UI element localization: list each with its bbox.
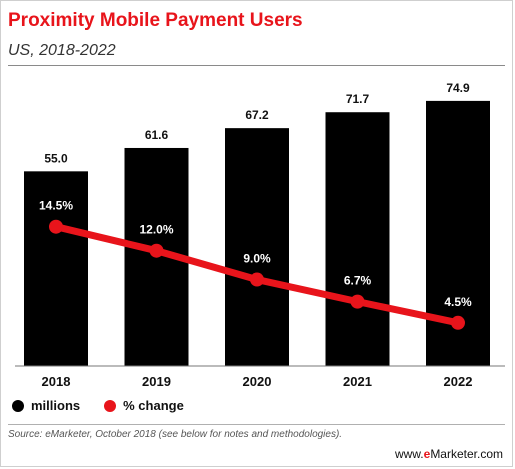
legend-swatch-millions	[12, 399, 24, 412]
brand-prefix: www.	[394, 447, 424, 461]
bar-2021	[325, 112, 390, 367]
percent-change-label-2022: 4.5%	[444, 295, 472, 309]
percent-change-point-2022	[451, 315, 465, 330]
percent-change-point-2019	[149, 243, 164, 258]
x-tick-label-2020: 2020	[243, 374, 272, 389]
brand-suffix: Marketer.com	[430, 447, 503, 461]
brand-mark: e	[423, 447, 431, 461]
legend: millions % change	[12, 398, 208, 413]
percent-change-label-2020: 9.0%	[243, 252, 271, 266]
bar-2020	[225, 128, 289, 366]
legend-label-percent-change: % change	[123, 398, 184, 413]
percent-change-point-2021	[350, 294, 365, 309]
legend-label-millions: millions	[31, 398, 81, 413]
bar-value-label-2021: 71.7	[346, 92, 370, 106]
chart-subtitle: US, 2018-2022	[8, 42, 116, 59]
bar-2018	[24, 171, 88, 366]
percent-change-label-2021: 6.7%	[344, 274, 372, 288]
legend-swatch-percent-change	[104, 399, 117, 412]
bar-value-label-2019: 61.6	[145, 128, 169, 142]
legend-item-percent-change: % change	[104, 398, 184, 413]
chart-title: Proximity Mobile Payment Users	[8, 10, 303, 31]
x-tick-label-2018: 2018	[42, 374, 71, 389]
percent-change-point-2018	[49, 219, 63, 234]
title-divider	[8, 65, 505, 66]
legend-item-millions: millions	[12, 398, 80, 413]
percent-change-label-2019: 12.0%	[139, 223, 173, 237]
x-tick-label-2021: 2021	[343, 374, 372, 389]
source-note: Source: eMarketer, October 2018 (see bel…	[8, 429, 343, 440]
source-divider	[8, 424, 505, 425]
x-tick-label-2022: 2022	[444, 374, 473, 389]
percent-change-label-2018: 14.5%	[39, 199, 73, 213]
bar-value-label-2018: 55.0	[44, 151, 68, 165]
bar-value-label-2020: 67.2	[245, 108, 269, 122]
bar-value-label-2022: 74.9	[446, 81, 470, 95]
brand-url[interactable]: www.eMarketer.com	[395, 447, 503, 461]
percent-change-point-2020	[250, 272, 264, 287]
x-tick-label-2019: 2019	[142, 374, 171, 389]
